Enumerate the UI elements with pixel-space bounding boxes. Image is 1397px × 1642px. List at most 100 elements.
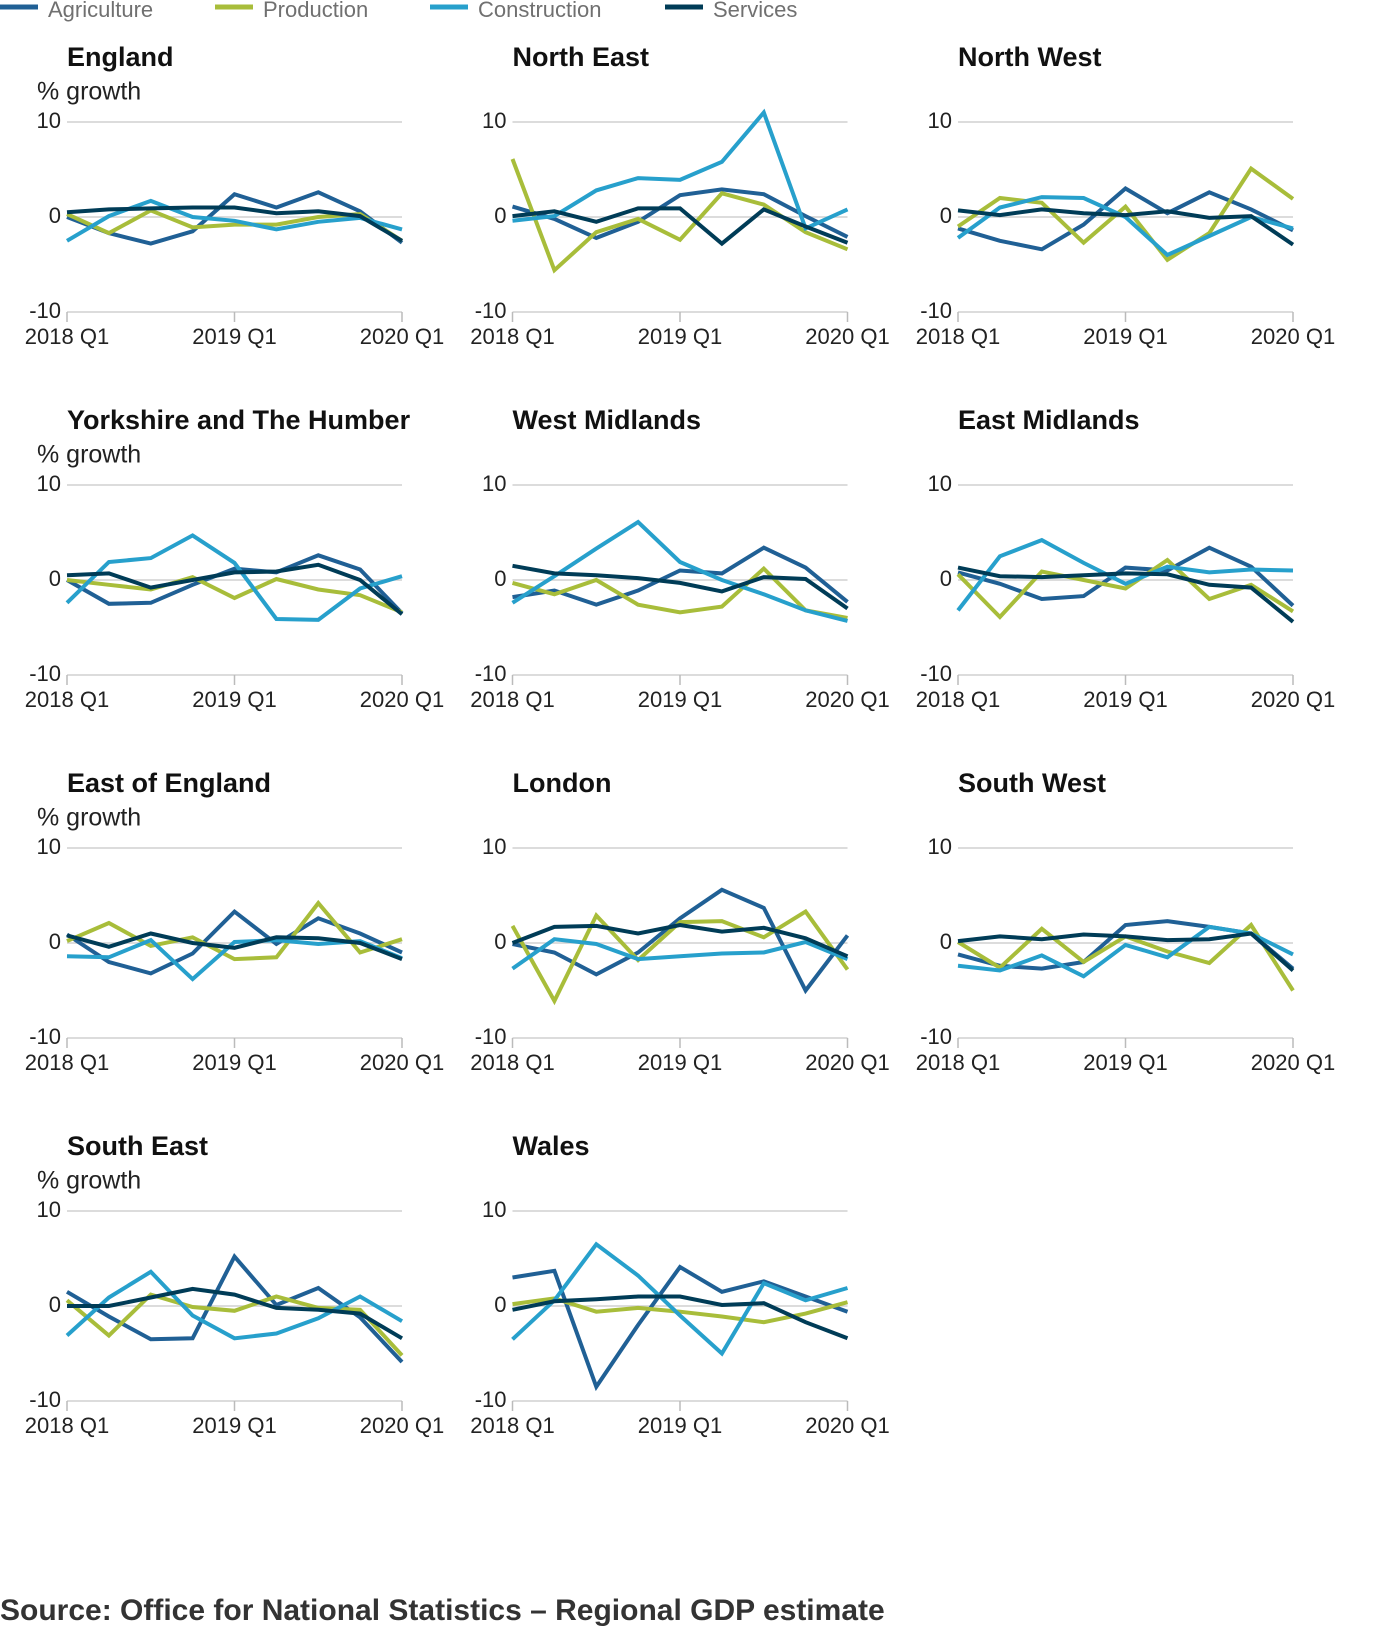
y-tick-label: 10 <box>482 471 506 496</box>
series-line <box>956 165 1295 263</box>
panel-title: North East <box>513 42 650 72</box>
series-line <box>512 1264 849 1392</box>
series-line <box>512 545 849 607</box>
legend-label: Construction <box>478 0 602 22</box>
x-tick-label: 2020 Q1 <box>1251 687 1335 712</box>
y-tick-label: 10 <box>482 834 506 859</box>
y-tick-label: 0 <box>49 929 61 954</box>
x-tick-label: 2020 Q1 <box>805 1413 889 1438</box>
y-tick-label: 10 <box>37 1197 61 1222</box>
panel-title: Yorkshire and The Humber <box>67 405 411 435</box>
source: Source: Office for National Statistics –… <box>0 1594 885 1627</box>
x-tick-label: 2020 Q1 <box>360 1050 444 1075</box>
series-line <box>65 533 403 622</box>
x-tick-label: 2019 Q1 <box>1083 687 1167 712</box>
series-line <box>957 565 1295 624</box>
series-line <box>66 205 404 243</box>
y-tick-label: 0 <box>494 1292 506 1317</box>
y-tick-label: 10 <box>482 1197 506 1222</box>
panel-title: South East <box>67 1131 208 1161</box>
series-line <box>65 1292 404 1357</box>
y-tick-label: 0 <box>494 203 506 228</box>
y-tick-label: 10 <box>482 108 506 133</box>
y-tick-label: -10 <box>29 1024 61 1049</box>
y-tick-label: 10 <box>928 108 952 133</box>
y-tick-label: -10 <box>475 1387 507 1412</box>
series-line <box>956 537 1294 612</box>
panel-title: North West <box>958 42 1102 72</box>
legend-label: Production <box>263 0 368 22</box>
x-tick-label: 2019 Q1 <box>638 687 722 712</box>
panel-title: England <box>67 42 174 72</box>
y-axis-label: % growth <box>37 1167 141 1195</box>
series-line <box>957 545 1295 608</box>
x-tick-label: 2018 Q1 <box>470 687 554 712</box>
x-tick-label: 2020 Q1 <box>360 1413 444 1438</box>
x-tick-label: 2018 Q1 <box>470 1413 554 1438</box>
legend-label: Agriculture <box>48 0 153 22</box>
panel-title: West Midlands <box>513 405 702 435</box>
y-axis-label: % growth <box>37 78 141 106</box>
x-tick-label: 2018 Q1 <box>25 1413 109 1438</box>
series-line <box>511 1241 849 1357</box>
series-line <box>512 108 849 232</box>
legend-label: Services <box>713 0 797 22</box>
x-tick-label: 2018 Q1 <box>25 1050 109 1075</box>
panel-title: Wales <box>513 1131 590 1161</box>
x-tick-label: 2020 Q1 <box>1251 1050 1335 1075</box>
x-tick-label: 2019 Q1 <box>192 1050 276 1075</box>
y-tick-label: 10 <box>37 471 61 496</box>
x-tick-label: 2019 Q1 <box>638 324 722 349</box>
series-line <box>957 186 1294 252</box>
y-tick-label: 0 <box>940 929 952 954</box>
y-axis-label: % growth <box>37 441 141 469</box>
y-tick-label: 10 <box>37 834 61 859</box>
y-tick-label: -10 <box>475 661 507 686</box>
series-line <box>66 553 404 615</box>
series-line <box>67 1286 404 1341</box>
series-line <box>66 574 403 615</box>
x-tick-label: 2018 Q1 <box>470 324 554 349</box>
x-tick-label: 2018 Q1 <box>25 324 109 349</box>
x-tick-label: 2020 Q1 <box>805 1050 889 1075</box>
y-tick-label: 10 <box>37 108 61 133</box>
panel-title: London <box>513 768 612 798</box>
y-tick-label: -10 <box>29 1387 61 1412</box>
series-line <box>66 190 404 246</box>
y-tick-label: -10 <box>475 298 507 323</box>
y-tick-label: -10 <box>920 1024 952 1049</box>
series-line <box>511 187 849 241</box>
series-line <box>957 924 1294 979</box>
y-tick-label: 0 <box>49 203 61 228</box>
x-tick-label: 2020 Q1 <box>360 687 444 712</box>
series-line <box>512 206 849 247</box>
y-tick-label: -10 <box>475 1024 507 1049</box>
y-tick-label: 10 <box>928 834 952 859</box>
x-tick-label: 2020 Q1 <box>805 324 889 349</box>
y-tick-label: 10 <box>928 471 952 496</box>
x-tick-label: 2019 Q1 <box>638 1413 722 1438</box>
series-line <box>510 158 849 274</box>
series-line <box>65 1269 404 1341</box>
panel-title: East Midlands <box>958 405 1140 435</box>
y-tick-label: 0 <box>49 566 61 591</box>
y-axis-label: % growth <box>37 804 141 832</box>
y-tick-label: -10 <box>29 661 61 686</box>
x-tick-label: 2019 Q1 <box>1083 1050 1167 1075</box>
y-tick-label: 0 <box>494 929 506 954</box>
series-line <box>512 563 849 611</box>
x-tick-label: 2018 Q1 <box>25 687 109 712</box>
series-line <box>510 908 850 1006</box>
y-tick-label: 0 <box>940 203 952 228</box>
series-line <box>956 557 1295 620</box>
x-tick-label: 2019 Q1 <box>1083 324 1167 349</box>
x-tick-label: 2020 Q1 <box>360 324 444 349</box>
series-line <box>66 562 404 616</box>
x-tick-label: 2018 Q1 <box>470 1050 554 1075</box>
series-line <box>512 887 850 995</box>
panel-title: East of England <box>67 768 271 798</box>
y-tick-label: -10 <box>920 661 952 686</box>
series-line <box>511 922 849 959</box>
panel-title: South West <box>958 768 1106 798</box>
